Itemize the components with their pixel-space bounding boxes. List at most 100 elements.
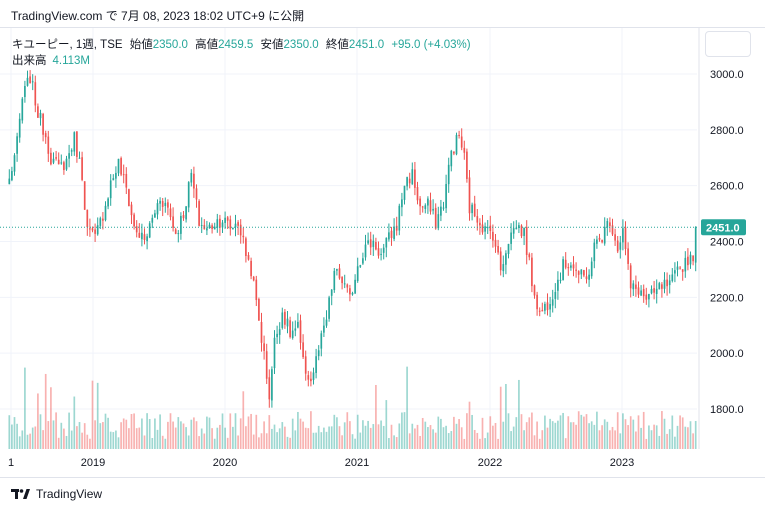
candle-body	[419, 198, 421, 207]
volume-bar	[577, 411, 580, 449]
volume-bar	[408, 433, 411, 449]
volume-bar	[390, 424, 393, 449]
candle-body	[250, 260, 252, 277]
candle-body	[115, 172, 117, 179]
candle-body	[206, 228, 208, 231]
volume-bar	[518, 379, 520, 449]
candle-body	[94, 229, 96, 234]
candle-body	[570, 265, 572, 268]
volume-bar	[193, 417, 195, 449]
volume-bar	[351, 434, 354, 449]
volume-bar	[356, 414, 359, 449]
volume-bar	[559, 415, 562, 449]
candle-body	[83, 181, 86, 210]
volume-bar	[325, 431, 328, 449]
candle-body	[653, 288, 655, 293]
volume-bar	[341, 435, 343, 449]
candle-body	[689, 254, 692, 265]
x-tick-label: 1	[8, 457, 14, 469]
candle-body	[661, 284, 663, 289]
low-value: 2350.0	[283, 39, 319, 51]
volume-bar	[627, 425, 629, 449]
candle-body	[239, 224, 242, 236]
volume-bar	[307, 428, 310, 449]
volume-bar	[437, 416, 440, 449]
candle-body	[317, 350, 320, 357]
volume-bar	[55, 412, 57, 449]
candle-body	[294, 328, 297, 331]
candle-body	[645, 294, 648, 300]
volume-bar	[388, 438, 390, 449]
volume-bar	[590, 421, 593, 449]
candle-body	[284, 311, 286, 325]
volume-bar	[122, 418, 125, 449]
candle-body	[299, 320, 302, 343]
volume-bar	[663, 418, 666, 449]
open-value: 2350.0	[152, 39, 188, 51]
volume-bar	[450, 431, 453, 449]
volume-bar	[291, 418, 294, 449]
volume-bar	[208, 417, 211, 449]
candle-body	[99, 218, 102, 226]
candle-body	[622, 228, 624, 243]
last-price-badge	[701, 219, 746, 236]
candle-body	[138, 232, 141, 238]
tradingview-logo-icon	[11, 488, 31, 500]
volume-bar	[520, 414, 523, 449]
volume-bar	[250, 413, 252, 449]
candle-body	[146, 236, 148, 242]
volume-bar	[354, 438, 356, 449]
volume-bar	[432, 429, 434, 449]
candle-body	[180, 215, 182, 234]
volume-bar	[102, 422, 104, 449]
candle-body	[445, 184, 447, 209]
candle-body	[437, 214, 440, 229]
volume-bar	[338, 426, 341, 449]
volume-bar	[515, 417, 518, 449]
price-chart[interactable]: 1800.0 2000.0 2200.0 2400.0 2600.0 2800.0 3000…	[0, 0, 765, 478]
volume-bar	[484, 438, 486, 449]
volume-bar	[593, 424, 596, 449]
candle-body	[640, 290, 642, 296]
candle-body	[193, 173, 195, 189]
volume-bar	[94, 420, 96, 449]
volume-bar	[151, 438, 154, 449]
candle-body	[255, 279, 258, 301]
candle-body	[161, 201, 164, 207]
volume-bar	[265, 433, 268, 449]
candle-body	[68, 153, 70, 159]
candle-body	[520, 225, 523, 237]
candle-body	[268, 377, 271, 400]
volume-bar	[190, 419, 193, 449]
volume-bar	[164, 438, 167, 449]
volume-bar	[16, 423, 18, 449]
volume-bar	[419, 435, 421, 449]
volume-bar	[531, 412, 533, 449]
candle-body	[42, 113, 44, 135]
candle-body	[338, 268, 341, 279]
candle-body	[499, 251, 502, 271]
volume-bar	[544, 415, 546, 449]
candle-body	[635, 284, 637, 289]
volume-legend: 出来高 4.113M	[12, 52, 90, 68]
volume-bar	[687, 427, 689, 449]
volume-bar	[499, 386, 502, 449]
volume-bar	[661, 411, 663, 449]
volume-bar	[481, 417, 484, 449]
volume-bar	[120, 422, 122, 449]
candle-body	[187, 182, 190, 208]
candle-body	[260, 321, 263, 343]
volume-bar	[694, 420, 697, 449]
candle-body	[554, 291, 557, 299]
chart-settings-box[interactable]	[705, 31, 751, 57]
candle-body	[112, 178, 115, 181]
candle-body	[453, 151, 455, 154]
volume-bar	[393, 435, 395, 449]
volume-bar	[13, 417, 16, 449]
volume-bar	[549, 418, 551, 449]
candle-body	[460, 136, 463, 148]
volume-bar	[622, 413, 624, 449]
volume-bar	[260, 433, 263, 449]
volume-bar	[679, 415, 681, 449]
candle-body	[414, 169, 416, 188]
